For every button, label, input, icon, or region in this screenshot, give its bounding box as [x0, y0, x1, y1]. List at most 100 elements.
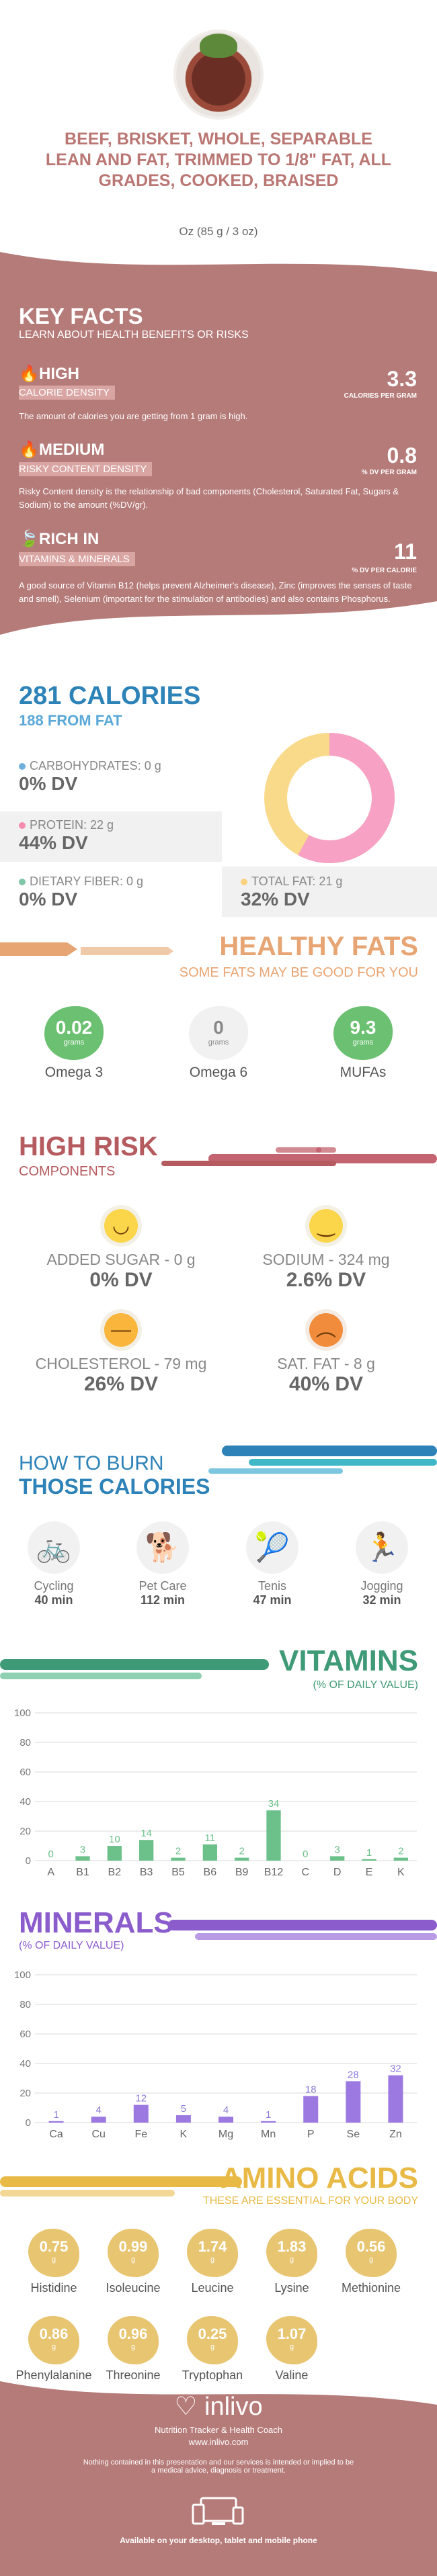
footer	[0, 2381, 437, 2576]
mufa-unit: grams	[352, 1038, 374, 1047]
category-label: B9	[235, 1867, 249, 1878]
protein-dot	[19, 822, 26, 829]
bar	[362, 1859, 376, 1861]
bar-value-label: 3	[80, 1844, 85, 1855]
burn-ribbon	[208, 1446, 437, 1474]
amino-unit: g	[289, 2256, 294, 2264]
kf-desc-1: The amount of calories you are getting f…	[19, 411, 248, 421]
activity-pet-care: 🐕 Pet Care 112 min	[122, 1521, 203, 1607]
amino-blob: 0.25 g	[187, 2316, 238, 2364]
activity-name: Tenis	[257, 1579, 287, 1593]
bar-value-label: 4	[95, 2104, 101, 2116]
dog-walk-icon: 🐕	[136, 1521, 189, 1574]
amino-blob: 0.96 g	[108, 2316, 159, 2364]
happy-face-icon: ◡	[104, 1209, 138, 1243]
risk-dv: 2.6% DV	[286, 1269, 366, 1291]
amino-value: 0.75	[39, 2238, 69, 2255]
y-tick-label: 100	[14, 1707, 31, 1719]
macro-label: DIETARY FIBER: 0 g	[30, 875, 144, 888]
amino-value: 0.25	[198, 2325, 227, 2342]
kf-unit-1: CALORIES PER GRAM	[344, 392, 417, 400]
healthy-fats-heading: HEALTHY FATS	[219, 932, 418, 961]
amino-name: Leucine	[191, 2281, 234, 2295]
page-title: BEEF, BRISKET, WHOLE, SEPARABLE LEAN AND…	[45, 130, 392, 190]
macro-dv: 0% DV	[19, 773, 78, 794]
high-risk-subheading: COMPONENTS	[19, 1164, 116, 1179]
bar-value-label: 1	[366, 1847, 372, 1859]
healthy-fats-subheading: SOME FATS MAY BE GOOD FOR YOU	[179, 965, 418, 980]
vitamins-heading: VITAMINS	[279, 1644, 418, 1677]
amino-value: 0.56	[356, 2238, 386, 2255]
risk-label: SAT. FAT - 8 g	[277, 1355, 375, 1372]
smile-face-icon: ‿	[309, 1209, 343, 1243]
running-icon: 🏃	[356, 1521, 408, 1574]
omega6-blob: 0 grams	[189, 1006, 248, 1060]
carbs-dot	[19, 763, 26, 770]
activity-tennis: 🎾 Tenis 47 min	[232, 1521, 313, 1607]
macro-fat: TOTAL FAT: 21 g 32% DV	[241, 875, 437, 910]
omega6-label: Omega 6	[189, 1065, 248, 1080]
amino-blob: 0.99 g	[108, 2229, 159, 2277]
risk-sat-fat: ︵ SAT. FAT - 8 g 40% DV	[225, 1313, 427, 1396]
bar-value-label: 32	[390, 2063, 401, 2075]
macro-label: CARBOHYDRATES: 0 g	[30, 759, 161, 772]
macro-fiber: DIETARY FIBER: 0 g 0% DV	[19, 875, 221, 910]
bar-value-label: 5	[181, 2103, 186, 2115]
category-label: P	[307, 2129, 315, 2140]
minerals-subheading: (% OF DAILY VALUE)	[19, 1940, 124, 1951]
macro-dv: 32% DV	[241, 889, 310, 909]
category-label: Zn	[389, 2129, 402, 2140]
bar	[139, 1840, 154, 1861]
bar	[175, 2115, 191, 2123]
y-tick-label: 0	[26, 2117, 31, 2129]
y-tick-label: 100	[14, 1969, 31, 1981]
kf-label-3: VITAMINS & MINERALS	[19, 552, 135, 566]
neutral-face-icon: —	[104, 1313, 138, 1347]
bar-value-label: 2	[239, 1846, 244, 1857]
bar-value-label: 28	[348, 2069, 359, 2080]
amino-unit: g	[130, 2343, 136, 2351]
bar-value-label: 1	[53, 2109, 58, 2121]
footer-tagline: Nutrition Tracker & Health Coach	[154, 2425, 283, 2435]
y-tick-label: 80	[19, 1999, 31, 2010]
amino-unit: g	[210, 2343, 215, 2351]
serving-size: Oz (85 g / 3 oz)	[179, 225, 258, 238]
category-label: Mg	[218, 2129, 233, 2140]
footer-devices: Available on your desktop, tablet and mo…	[120, 2536, 317, 2545]
kf-desc-2: Risky Content density is the relationshi…	[19, 486, 399, 510]
activity-name: Cycling	[34, 1579, 74, 1593]
key-facts-subheading: LEARN ABOUT HEALTH BENEFITS OR RISKS	[19, 329, 249, 341]
amino-unit: g	[210, 2256, 215, 2264]
footer-url[interactable]: www.inlivo.com	[188, 2437, 249, 2447]
activity-jogging: 🏃 Jogging 32 min	[342, 1521, 422, 1607]
risk-sodium: ‿ SODIUM - 324 mg 2.6% DV	[225, 1209, 427, 1292]
y-tick-label: 80	[19, 1737, 31, 1748]
fire-icon: 🔥	[19, 365, 39, 383]
amino-unit: g	[368, 2256, 374, 2264]
amino-name: Valine	[275, 2368, 309, 2382]
activity-name: Pet Care	[138, 1579, 187, 1593]
bar	[48, 2121, 64, 2123]
fiber-dot	[19, 879, 26, 885]
herb-garnish	[200, 34, 237, 58]
high-risk-heading: HIGH RISK	[19, 1132, 158, 1161]
amino-unit: g	[51, 2256, 56, 2264]
amino-subheading: THESE ARE ESSENTIAL FOR YOUR BODY	[202, 2195, 418, 2207]
bar	[393, 1857, 408, 1861]
bar-value-label: 2	[175, 1846, 181, 1857]
category-label: E	[366, 1867, 373, 1878]
vitamins-subheading: (% OF DAILY VALUE)	[313, 1679, 418, 1691]
category-label: B12	[264, 1867, 284, 1878]
activity-time: 32 min	[362, 1593, 401, 1607]
bar-value-label: 18	[305, 2084, 317, 2095]
protein-band	[0, 811, 222, 862]
amino-value: 0.86	[39, 2325, 69, 2342]
bar	[346, 2081, 361, 2123]
kf-value-2: 0.8	[387, 443, 417, 468]
category-label: D	[333, 1867, 342, 1878]
amino-isoleucine: 0.99 g Isoleucine	[93, 2229, 173, 2295]
amino-ribbon	[0, 2176, 242, 2196]
bar	[235, 1857, 249, 1861]
mufa-label: MUFAs	[340, 1065, 387, 1080]
fat-dot	[241, 879, 247, 885]
